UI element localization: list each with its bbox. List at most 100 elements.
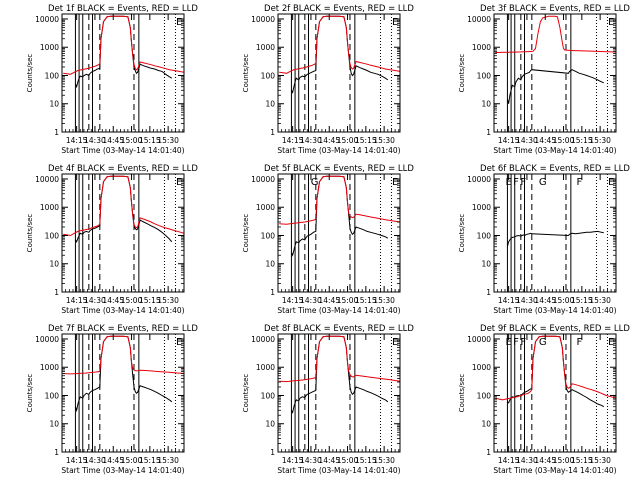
series-group — [279, 175, 400, 257]
x-tick-label: 15:00 — [337, 136, 359, 145]
region-label: E — [505, 177, 511, 188]
y-axis-label: Counts/sec — [26, 54, 34, 93]
y-tick-label: 10000 — [467, 335, 491, 344]
x-tick-label: 14:15 — [66, 296, 88, 305]
x-tick-label: 15:00 — [337, 456, 359, 465]
series-lld — [495, 335, 616, 401]
x-tick-label: 14:30 — [516, 456, 538, 465]
x-tick-label: 14:30 — [300, 456, 322, 465]
x-tick-label: 14:45 — [318, 296, 340, 305]
y-tick-label: 10 — [49, 420, 59, 429]
x-axis-label: Start Time (03-May-14 14:01:40) — [493, 306, 616, 315]
y-tick-label: 1000 — [472, 43, 491, 52]
plot-frame — [493, 173, 617, 293]
series-events — [506, 230, 604, 247]
x-tick-label: 14:15 — [498, 136, 520, 145]
time-markers — [290, 174, 392, 292]
y-tick-label: 100 — [477, 231, 492, 240]
y-tick-label: 10 — [49, 100, 59, 109]
y-tick-label: 10000 — [467, 15, 491, 24]
panel-det-8: Det 8f BLACK = Events, RED = LLD E 1 10 100 1… — [242, 324, 414, 475]
x-axis-label: Start Time (03-May-14 14:01:40) — [277, 146, 400, 155]
x-tick-label: 15:00 — [121, 296, 143, 305]
y-tick-label: 1000 — [256, 43, 275, 52]
x-tick-label: 15:15 — [139, 296, 161, 305]
x-tick-label: 15:15 — [139, 456, 161, 465]
x-tick-label: 14:15 — [498, 456, 520, 465]
y-tick-label: 10 — [265, 260, 275, 269]
panel-title: Det 4f BLACK = Events, RED = LLD — [48, 164, 198, 174]
y-tick-label: 1 — [54, 128, 59, 137]
x-axis-label: Start Time (03-May-14 14:01:40) — [61, 146, 184, 155]
panel-det-1: Det 1f BLACK = Events, RED = LLD E 1 10 100 1… — [26, 4, 198, 155]
plot-frame — [61, 173, 185, 293]
panel-det-4: Det 4f BLACK = Events, RED = LLD E 1 10 100 1… — [26, 164, 198, 315]
x-tick-label: 15:30 — [589, 296, 611, 305]
y-tick-label: 1 — [486, 128, 491, 137]
y-tick-label: 100 — [261, 71, 276, 80]
x-tick-label: 14:30 — [84, 136, 106, 145]
panel-det-5: Det 5f BLACK = Events, RED = LLD G E 1 10 100… — [242, 164, 414, 315]
y-axis-label: Counts/sec — [242, 374, 250, 413]
y-tick-label: 1000 — [472, 363, 491, 372]
x-tick-label: 14:15 — [282, 456, 304, 465]
y-tick-label: 10 — [265, 100, 275, 109]
region-label: F — [577, 337, 583, 348]
x-axis-label: Start Time (03-May-14 14:01:40) — [61, 466, 184, 475]
x-tick-label: 14:30 — [300, 136, 322, 145]
y-axis-label: Counts/sec — [242, 54, 250, 93]
x-tick-label: 14:45 — [318, 456, 340, 465]
plot-frame — [493, 13, 617, 133]
series-group — [495, 15, 616, 104]
plot-frame — [277, 333, 401, 453]
x-tick-label: 15:00 — [121, 136, 143, 145]
panel-title: Det 6f BLACK = Events, RED = LLD — [480, 164, 630, 174]
x-tick-label: 14:30 — [516, 136, 538, 145]
panel-title: Det 5f BLACK = Events, RED = LLD — [264, 164, 414, 174]
x-tick-label: 15:30 — [373, 136, 395, 145]
region-label: F — [513, 337, 519, 348]
x-tick-label: 15:30 — [157, 456, 179, 465]
x-tick-label: 15:30 — [589, 456, 611, 465]
region-label: G — [311, 177, 319, 188]
series-lld — [279, 15, 400, 74]
y-tick-label: 10000 — [251, 335, 275, 344]
x-tick-label: 14:45 — [534, 456, 556, 465]
x-tick-label: 15:30 — [157, 296, 179, 305]
y-tick-label: 10000 — [251, 175, 275, 184]
x-tick-label: 15:00 — [553, 456, 575, 465]
x-tick-label: 14:30 — [84, 456, 106, 465]
region-label: F — [520, 177, 526, 188]
region-label: E — [392, 17, 398, 28]
y-tick-label: 100 — [45, 391, 60, 400]
y-axis-label: Counts/sec — [242, 214, 250, 253]
x-tick-label: 14:45 — [534, 136, 556, 145]
region-label: E — [608, 177, 614, 188]
y-tick-label: 10000 — [35, 175, 59, 184]
x-tick-label: 15:15 — [355, 296, 377, 305]
y-tick-label: 1 — [486, 448, 491, 457]
y-tick-label: 1000 — [40, 43, 59, 52]
series-group — [63, 175, 184, 243]
time-markers — [506, 14, 608, 132]
y-tick-label: 10 — [49, 260, 59, 269]
x-tick-label: 15:00 — [121, 456, 143, 465]
x-tick-label: 15:00 — [553, 296, 575, 305]
panel-det-7: Det 7f BLACK = Events, RED = LLD E 1 10 100 1… — [26, 324, 198, 475]
x-axis-label: Start Time (03-May-14 14:01:40) — [493, 466, 616, 475]
y-tick-label: 10 — [481, 100, 491, 109]
series-events — [506, 69, 604, 104]
y-tick-label: 1 — [270, 128, 275, 137]
x-tick-label: 14:15 — [498, 296, 520, 305]
plot-frame — [61, 333, 185, 453]
time-markers — [506, 174, 608, 292]
x-axis-label: Start Time (03-May-14 14:01:40) — [277, 466, 400, 475]
series-group — [506, 230, 604, 247]
y-axis-label: Counts/sec — [26, 214, 34, 253]
x-tick-label: 15:30 — [373, 456, 395, 465]
y-tick-label: 1000 — [256, 363, 275, 372]
series-lld — [63, 335, 184, 375]
region-label: F — [577, 177, 583, 188]
